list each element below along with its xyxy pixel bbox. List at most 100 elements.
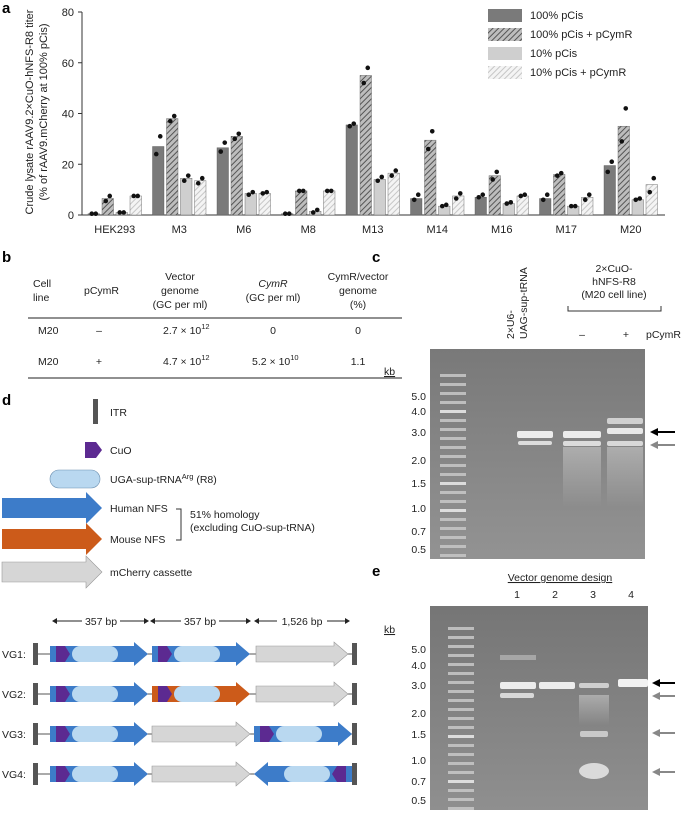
data-point (480, 192, 486, 197)
legend-human-nfs: Human NFS (110, 503, 168, 515)
gel-e-smear-lane3 (579, 695, 609, 725)
bar (258, 193, 271, 216)
bar (101, 198, 114, 216)
data-point (131, 193, 137, 199)
chart-legend: 100% pCis 100% pCis + pCymR 10% pCis 10%… (488, 9, 632, 79)
data-point (457, 191, 463, 196)
bar (438, 205, 451, 216)
data-point (218, 149, 224, 154)
gel-e-ladder-band (448, 807, 474, 810)
gel-c-minus: – (579, 329, 585, 341)
trna-icon (49, 469, 101, 489)
bar (230, 136, 243, 216)
cassette-arrow (151, 721, 251, 747)
data-point (540, 197, 546, 203)
y-axis-label-line1: Crude lysate rAAV9.2×CuO-hNFS-R8 titer (24, 9, 36, 214)
cuo-icon (85, 442, 102, 458)
table-row1-cymr: 0 (270, 325, 276, 337)
data-point (568, 203, 574, 209)
data-point (572, 203, 578, 209)
bar (603, 165, 616, 216)
gel-c-marker-label: 4.0 (411, 406, 426, 418)
bar (295, 190, 308, 216)
table-header-gc: (GC per ml) (153, 299, 208, 311)
gel-e-arrow-black (652, 679, 675, 687)
data-point (121, 210, 127, 215)
bar (359, 75, 372, 216)
gel-c-ladder-band (440, 500, 466, 503)
gel-c-group-label-a: 2×CuO- (595, 263, 633, 275)
data-point (328, 188, 334, 194)
data-point (439, 203, 445, 209)
data-point (199, 175, 205, 181)
data-point (135, 193, 141, 199)
data-point (236, 131, 242, 137)
data-point (633, 197, 639, 203)
cuo-icon (56, 766, 70, 782)
gel-c-ladder-band (440, 554, 466, 557)
gel-e-title: Vector genome design (508, 572, 613, 584)
table-header-cell: Cell (33, 278, 51, 290)
construct-legend: ITR CuO UGA-sup-tRNAArg (R8) Human NFS M… (1, 399, 315, 589)
gel-e-faint-lane1 (500, 655, 536, 660)
data-point (637, 196, 643, 201)
data-point (389, 173, 395, 178)
data-point (153, 151, 159, 157)
table-header-cymr-gc: (GC per ml) (246, 292, 301, 304)
data-point (250, 189, 256, 195)
gel-e-ladder-band (448, 636, 474, 639)
gel-c-marker-label: 1.0 (411, 503, 426, 515)
data-point (558, 170, 564, 176)
gel-e-ladder-band (448, 735, 474, 738)
y-axis-label-line2: (% of rAAV9.mCherry at 100% pCis) (38, 23, 50, 200)
gel-e-ladder-band (448, 780, 474, 783)
distance-label-2: 357 bp (184, 616, 216, 628)
bar (180, 178, 193, 216)
data-point (103, 198, 109, 204)
gel-e-arrow-grey-1 (652, 692, 675, 700)
trna-icon (72, 686, 118, 702)
gel-e-ladder-band (448, 771, 474, 774)
gel-e-arrow-grey-2 (652, 729, 675, 737)
gel-e-marker-label: 1.5 (411, 729, 426, 741)
legend-label-10pcis: 10% pCis (530, 48, 578, 60)
itr-icon (33, 723, 38, 745)
legend-swatch-100pcis (488, 9, 522, 22)
bar-chart: Crude lysate rAAV9.2×CuO-hNFS-R8 titer (… (24, 7, 665, 236)
itr-icon (352, 643, 357, 665)
legend-label-10pcis-pcymr: 10% pCis + pCymR (530, 67, 626, 79)
gel-c-band-lane1-upper (517, 431, 553, 438)
data-point (518, 193, 524, 199)
bar (567, 205, 580, 216)
legend-mouse-nfs: Mouse NFS (110, 534, 165, 546)
bar (410, 198, 423, 216)
gel-c-band-lane2-lower (563, 441, 601, 446)
gel-c-group-label-b: hNFS-R8 (592, 276, 636, 288)
itr-icon (352, 763, 357, 785)
data-point (185, 173, 191, 178)
data-point (582, 197, 588, 203)
gel-e-marker-label: 4.0 (411, 660, 426, 672)
vg4-label: VG4: (2, 769, 26, 781)
data-point (351, 121, 357, 126)
y-tick-label: 0 (68, 210, 74, 222)
gel-c-band-lane3-upper (607, 428, 643, 434)
x-tick-label: M17 (556, 224, 577, 236)
vg1-label: VG1: (2, 649, 26, 661)
human-nfs-arrow-icon (2, 492, 102, 524)
gel-c-ladder-band (440, 428, 466, 431)
gel-e-marker-label: 3.0 (411, 680, 426, 692)
bar (323, 190, 336, 216)
cuo-icon (56, 686, 70, 702)
gel-e-ladder-band (448, 744, 474, 747)
mouse-nfs-arrow-icon (2, 523, 102, 555)
gel-c-ladder-band (440, 446, 466, 449)
bar (516, 195, 529, 216)
itr-icon (93, 399, 98, 424)
bar (345, 124, 358, 216)
data-point (167, 118, 173, 124)
gel-e-ladder-band (448, 654, 474, 657)
gel-e-ladder-band (448, 663, 474, 666)
data-point (222, 140, 228, 145)
bar (488, 175, 501, 216)
